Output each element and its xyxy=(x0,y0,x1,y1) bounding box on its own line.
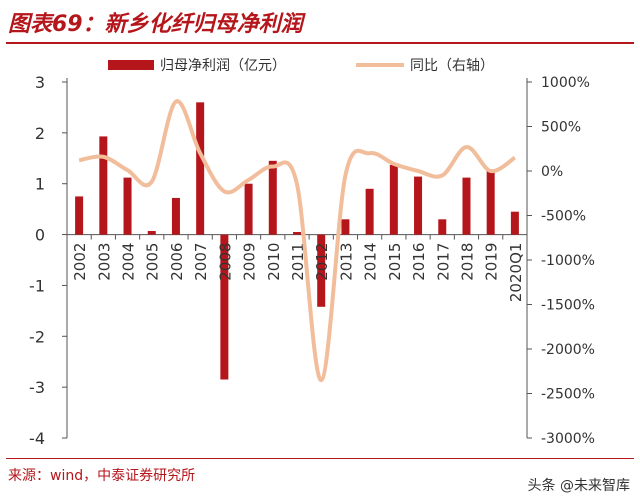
x-tick-labels: 2002 2003 2004 2005 2006 2007 2008 2009 2010 2011… xyxy=(71,243,525,303)
bar-2002 xyxy=(75,196,84,235)
x-tick-label: 2007 xyxy=(192,243,210,281)
bar-2015 xyxy=(389,164,398,235)
line-series xyxy=(78,99,517,383)
y-right-tick-label: 1000% xyxy=(541,75,590,91)
bar-2004 xyxy=(123,177,132,235)
y-right-tick-label: -1000% xyxy=(541,253,595,269)
x-tick-label: 2013 xyxy=(337,243,355,281)
footer-divider xyxy=(6,458,634,459)
y-left-tick-label: 2 xyxy=(35,124,45,143)
bar-2013 xyxy=(341,219,350,235)
y-right-tick-label: -500% xyxy=(541,209,586,225)
bars xyxy=(75,102,519,380)
x-tick-label: 2008 xyxy=(216,243,234,281)
x-tick-label: 2018 xyxy=(458,243,476,281)
x-tick-label: 2004 xyxy=(120,243,138,281)
source-note: 来源：wind，中泰证券研究所 xyxy=(8,468,196,484)
bar-2014 xyxy=(365,188,374,235)
bar-2007 xyxy=(196,102,205,235)
x-tick-label: 2019 xyxy=(483,243,501,281)
x-tick-label: 2011 xyxy=(289,243,307,281)
x-tick-label: 2003 xyxy=(95,243,113,281)
x-tick-label: 2009 xyxy=(241,243,259,281)
axes: 3 2 1 0 -1 -2 -3 -4 1000% 500% 0% -500% -1000% -1500%… xyxy=(29,73,595,448)
bar-2018 xyxy=(462,177,471,235)
legend-label-line: 同比（右轴） xyxy=(410,58,494,74)
bar-2012 xyxy=(317,234,326,307)
bar-2008 xyxy=(220,234,229,380)
y-right-tick-label: -2000% xyxy=(541,342,595,358)
bar-2016 xyxy=(414,176,423,235)
bar-2005 xyxy=(147,231,156,235)
bar-2006 xyxy=(171,197,180,235)
legend-label-bar: 归母净利润（亿元） xyxy=(160,57,286,74)
y-left-tick-label: -1 xyxy=(29,276,45,295)
x-tick-label: 2017 xyxy=(434,243,452,281)
watermark: 头条 @未来智库 xyxy=(527,478,630,494)
legend: 归母净利润（亿元） 同比（右轴） xyxy=(108,57,494,74)
y-right-tick-label: -1500% xyxy=(541,298,595,314)
y-left-tick-label: 3 xyxy=(35,73,45,92)
x-tick-label: 2005 xyxy=(144,243,162,281)
bar-2010 xyxy=(268,160,277,235)
x-tick-label: 2012 xyxy=(313,243,331,281)
bar-2009 xyxy=(244,183,253,235)
y-left-tick-label: 1 xyxy=(35,175,45,194)
title-divider xyxy=(6,42,634,44)
bar-2019 xyxy=(486,169,495,235)
y-left-tick-label: -2 xyxy=(29,327,45,346)
bar-2020Q1 xyxy=(510,211,519,235)
x-tick-label: 2010 xyxy=(265,243,283,281)
page-title: 图表69：新乡化纤归母净利润 xyxy=(8,12,303,37)
line-yoy xyxy=(78,99,517,383)
y-right-tick-label: -2500% xyxy=(541,387,595,403)
y-left-tick-label: -3 xyxy=(29,378,45,397)
legend-swatch-bar xyxy=(108,60,154,70)
bar-2017 xyxy=(438,219,447,235)
y-right-tick-label: 500% xyxy=(541,120,581,136)
y-left-tick-label: -4 xyxy=(29,429,45,448)
bar-2003 xyxy=(99,136,108,235)
x-tick-label: 2016 xyxy=(410,243,428,281)
y-right-tick-label: -3000% xyxy=(541,431,595,447)
y-right-tick-label: 0% xyxy=(541,164,563,180)
bar-2011 xyxy=(293,232,301,235)
x-tick-label: 2020Q1 xyxy=(507,243,525,303)
x-tick-label: 2002 xyxy=(71,243,89,281)
x-tick-label: 2006 xyxy=(168,243,186,281)
x-tick-label: 2014 xyxy=(362,243,380,281)
y-left-tick-label: 0 xyxy=(35,226,45,245)
x-tick-label: 2015 xyxy=(386,243,404,281)
